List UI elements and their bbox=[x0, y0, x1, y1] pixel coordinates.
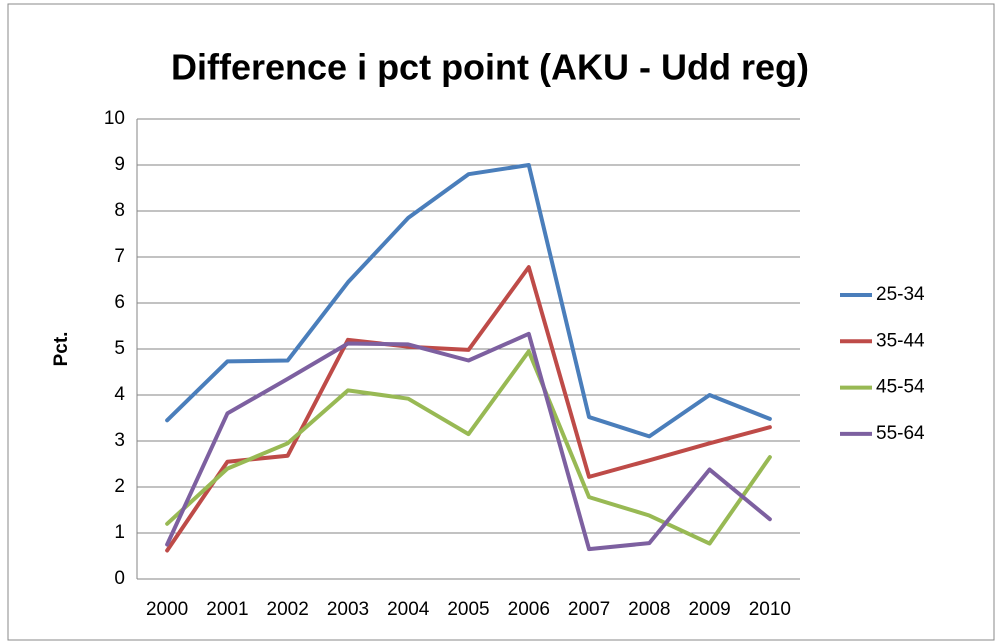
y-tick-label: 4 bbox=[114, 384, 125, 405]
chart-title: Difference i pct point (AKU - Udd reg) bbox=[171, 47, 809, 88]
y-tick-label: 6 bbox=[114, 292, 125, 313]
series-line bbox=[165, 331, 772, 552]
legend-label: 45-54 bbox=[876, 377, 925, 398]
series-line bbox=[165, 349, 772, 546]
x-tick-label: 2001 bbox=[206, 599, 248, 620]
y-tick-label: 2 bbox=[114, 476, 125, 497]
x-tick-label: 2005 bbox=[447, 599, 489, 620]
y-tick-label: 10 bbox=[104, 108, 125, 129]
chart-border bbox=[7, 3, 995, 641]
x-tick-label: 2007 bbox=[568, 599, 610, 620]
legend-label: 35-44 bbox=[876, 330, 925, 351]
x-tick-label: 2003 bbox=[327, 599, 369, 620]
y-tick-label: 5 bbox=[114, 338, 125, 359]
y-axis-label: Pct. bbox=[51, 332, 72, 367]
legend-label: 55-64 bbox=[876, 423, 925, 444]
x-tick-label: 2004 bbox=[387, 599, 430, 620]
series-line bbox=[165, 265, 772, 553]
x-tick-label: 2010 bbox=[749, 599, 791, 620]
x-tick-label: 2009 bbox=[688, 599, 730, 620]
y-tick-label: 7 bbox=[114, 246, 125, 267]
x-tick-label: 2002 bbox=[267, 599, 309, 620]
x-tick-label: 2008 bbox=[628, 599, 670, 620]
y-tick-label: 0 bbox=[114, 568, 125, 589]
y-tick-label: 3 bbox=[114, 430, 125, 451]
x-tick-label: 2006 bbox=[508, 599, 550, 620]
y-tick-label: 1 bbox=[114, 522, 125, 543]
legend-label: 25-34 bbox=[876, 284, 925, 305]
y-tick-label: 9 bbox=[114, 154, 125, 175]
y-tick-label: 8 bbox=[114, 200, 125, 221]
series-line bbox=[165, 163, 772, 439]
x-tick-label: 2000 bbox=[146, 599, 188, 620]
